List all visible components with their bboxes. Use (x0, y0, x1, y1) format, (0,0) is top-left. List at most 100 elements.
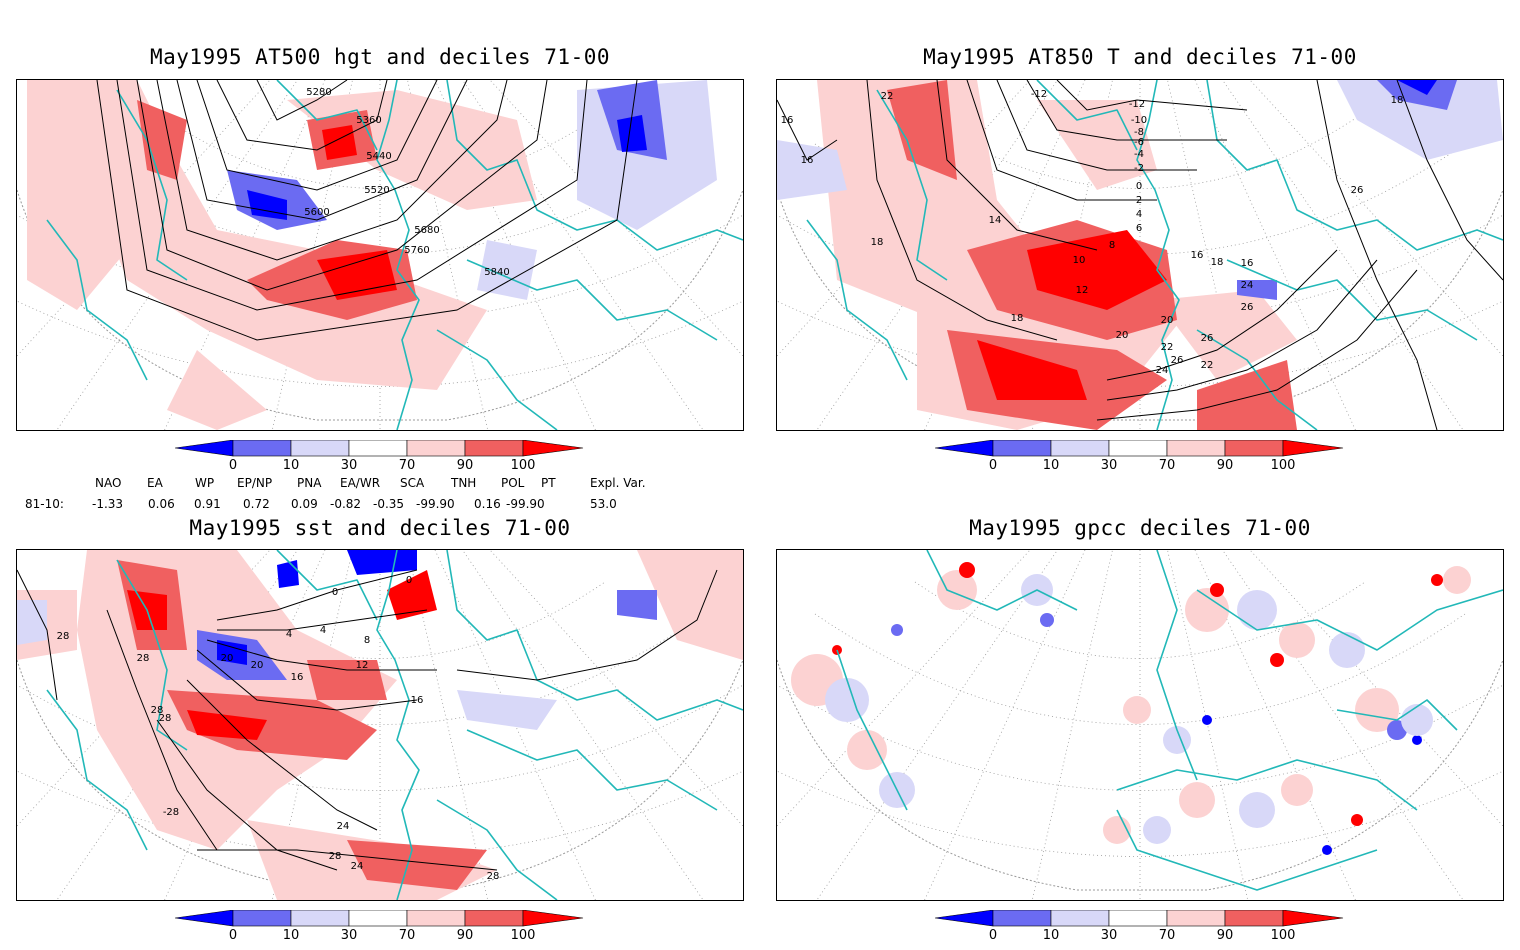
colorbar-segment (348, 439, 408, 457)
map-at500-canvas: 5280 5360 5440 5520 5600 5680 5760 5840 (17, 80, 743, 430)
index-value: 53.0 (590, 497, 617, 511)
contour-label: -2 (1134, 163, 1144, 174)
colorbar-segment (1108, 909, 1168, 927)
decile-area-30-50 (1329, 632, 1365, 668)
map-at850: -12 -12 -10 -8 -6 -4 -2 0 2 4 6 8 10 12 14 16 16 18 18 18 20… (776, 79, 1504, 431)
contour-label: 20 (1161, 315, 1174, 326)
contour-label: 16 (801, 155, 814, 166)
colorbar-segment (1050, 439, 1110, 457)
decile-area-70-90 (167, 350, 267, 430)
colorbar-segment (522, 909, 584, 927)
colorbar-segment (464, 909, 524, 927)
decile-shading (791, 562, 1471, 855)
index-header: Expl. Var. (590, 476, 646, 490)
contour-lines: 5280 5360 5440 5520 5600 5680 5760 5840 (96, 80, 638, 341)
decile-area-10-30 (1377, 80, 1457, 110)
index-header: EA (147, 476, 163, 490)
colorbar-sst: 0 10 30 70 90 100 (174, 909, 595, 950)
decile-shading (27, 80, 717, 430)
decile-area-30-50 (1143, 816, 1171, 844)
colorbar-segment (934, 439, 994, 457)
contour-label: 10 (1073, 255, 1086, 266)
contour-label: 20 (251, 660, 264, 671)
contour-label: 24 (1241, 280, 1254, 291)
colorbar-tick-label: 100 (510, 458, 536, 473)
decile-area-70-90 (1123, 696, 1151, 724)
decile-area-97-100 (1270, 653, 1284, 667)
contour-label: 8 (364, 635, 370, 646)
contour-label: 28 (137, 653, 150, 664)
colorbar-tick-label: 100 (1270, 928, 1296, 943)
contour-label: 4 (286, 629, 292, 640)
contour-label: 12 (356, 660, 369, 671)
contour-label: 18 (1391, 95, 1404, 106)
decile-area-70-90 (937, 570, 977, 610)
panel-title-at850: May1995 AT850 T and deciles 71-00 (923, 45, 1357, 69)
contour-label: 16 (291, 672, 304, 683)
contour-label: 18 (871, 237, 884, 248)
decile-area-97-100 (977, 340, 1087, 400)
contour-label: -12 (1129, 99, 1145, 110)
decile-area-0-10 (217, 640, 247, 665)
decile-area-70-90 (1279, 622, 1315, 658)
colorbar-at850: 0 10 30 70 90 100 (934, 439, 1355, 480)
contour-label: -8 (1134, 127, 1144, 138)
contour-label: 0 (406, 575, 412, 586)
contour-label: 26 (1351, 185, 1364, 196)
colorbar-segment (1166, 439, 1226, 457)
map-gpcc-canvas (777, 550, 1503, 900)
contour-label: -10 (1131, 115, 1147, 126)
index-value: -1.33 (92, 497, 124, 511)
contour-label: 22 (1161, 342, 1174, 353)
index-header: POL (501, 476, 525, 490)
colorbar-segment (348, 909, 408, 927)
decile-shading (777, 80, 1503, 430)
decile-area-70-90 (1037, 100, 1157, 190)
index-value: -99.90 (506, 497, 545, 511)
colorbar-tick-label: 0 (228, 458, 238, 473)
contour-label: -28 (163, 807, 179, 818)
decile-area-10-30 (1040, 613, 1054, 627)
decile-area-10-30 (891, 624, 903, 636)
colorbar-tick-label: 10 (1042, 928, 1060, 943)
colorbar-tick-label: 100 (510, 928, 536, 943)
decile-area-70-90 (1185, 588, 1229, 632)
coastlines-borders (46, 80, 743, 430)
contour-label: -12 (1031, 89, 1047, 100)
contour-label: 28 (329, 851, 342, 862)
decile-area-90-97 (887, 80, 957, 180)
contour-label: 6 (1136, 223, 1142, 234)
decile-area-30-50 (457, 690, 557, 730)
colorbar-segment (464, 439, 524, 457)
contour-label: -6 (1134, 137, 1144, 148)
index-value: 0.09 (291, 497, 318, 511)
contour-label: 5680 (414, 225, 439, 236)
index-header: SCA (400, 476, 425, 490)
contour-label: 26 (1201, 333, 1214, 344)
panel-title-sst: May1995 sst and deciles 71-00 (189, 516, 571, 540)
decile-area-0-10 (617, 115, 647, 152)
colorbar-tick-label: 90 (1216, 928, 1234, 943)
colorbar-tick-label: 90 (456, 458, 474, 473)
coastlines-borders (46, 550, 743, 900)
contour-label: 5760 (404, 245, 429, 256)
index-header: PNA (297, 476, 322, 490)
contour-label: 28 (57, 631, 70, 642)
colorbar-segment (1224, 909, 1284, 927)
decile-area-97-100 (387, 570, 437, 620)
contour-label: 22 (881, 91, 894, 102)
colorbar-segment (290, 909, 350, 927)
contour-label: 5360 (356, 115, 381, 126)
decile-area-70-90 (27, 80, 127, 310)
index-value: -0.82 (330, 497, 362, 511)
colorbar-tick-label: 0 (988, 928, 998, 943)
decile-area-97-100 (1431, 574, 1443, 586)
colorbar-segment (1108, 439, 1168, 457)
contour-label: 14 (989, 215, 1002, 226)
contour-label: 5600 (304, 207, 329, 218)
decile-area-30-50 (1237, 590, 1277, 630)
contour-label: 5440 (366, 151, 391, 162)
decile-area-97-100 (1210, 583, 1224, 597)
